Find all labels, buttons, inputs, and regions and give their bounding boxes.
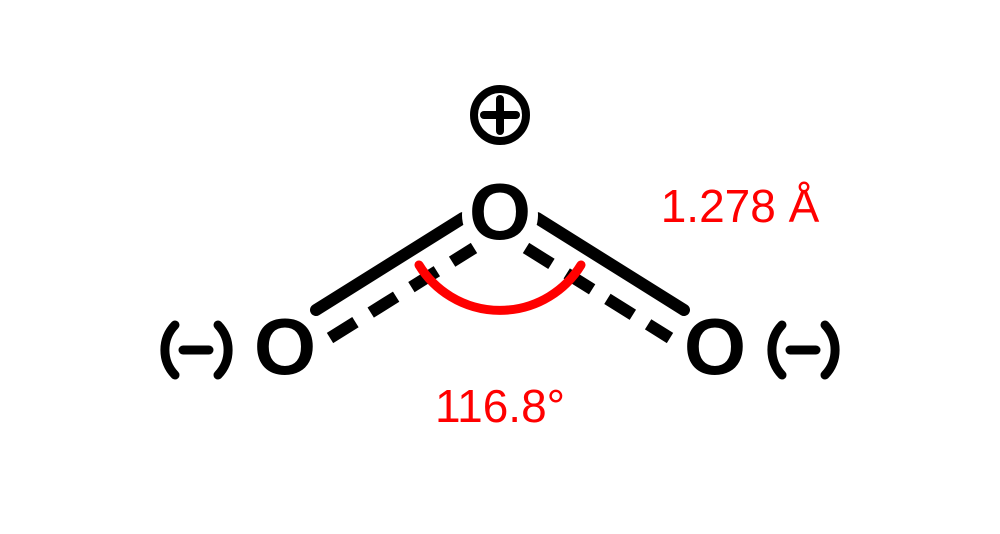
atom-left-label: O [254,302,316,391]
bond-angle-arc [419,265,581,310]
atom-top: O [462,167,538,256]
atom-right-label: O [684,302,746,391]
bond-top-left [316,218,474,338]
atom-right: O [677,302,753,391]
bond-top-right [526,218,684,338]
bond-angle-label: 116.8° [435,380,565,432]
atom-top-label: O [469,167,531,256]
charge-minus-left-icon [165,325,228,375]
charge-plus-icon [474,89,526,141]
bond-length-label: 1.278 Å [661,180,820,232]
atom-left: O [247,302,323,391]
ozone-structure-diagram: O O O 1.278 Å 116.8° [0,0,1000,534]
charge-minus-right-icon [772,325,835,375]
